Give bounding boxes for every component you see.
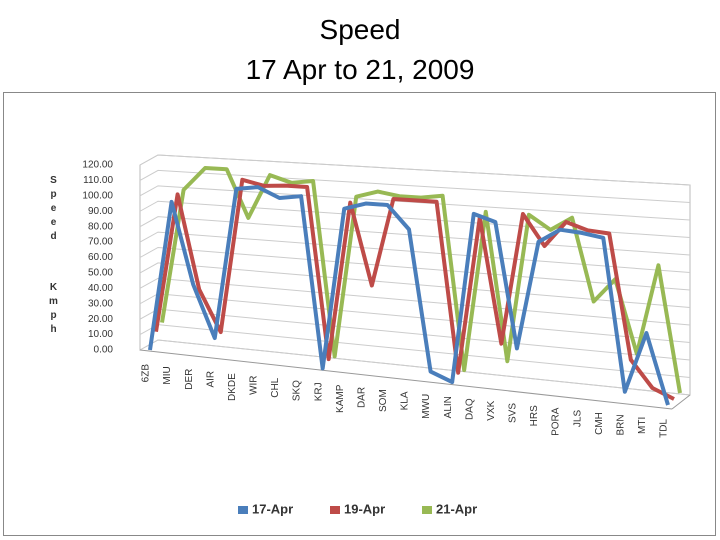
x-tick-label: HRS xyxy=(529,405,540,426)
y-tick-label: 50.00 xyxy=(88,268,113,279)
x-axis xyxy=(139,349,673,410)
chart-frame xyxy=(3,92,716,536)
x-tick-label: WIR xyxy=(249,375,260,394)
x-tick-label: VXK xyxy=(486,400,497,420)
grid-line xyxy=(139,185,691,221)
grid-line xyxy=(139,154,691,186)
x-tick-label: MWU xyxy=(421,394,432,419)
x-tick-label: KLA xyxy=(400,391,411,410)
floor-edge xyxy=(671,394,691,410)
grid-line xyxy=(139,169,691,203)
x-tick-label: CHL xyxy=(270,377,281,397)
x-tick-label: ALIN xyxy=(443,396,454,418)
x-tick-label: SVS xyxy=(508,403,519,423)
x-tick-label: MIU xyxy=(162,366,173,384)
grid-line xyxy=(139,200,691,238)
y-tick-label: 100.00 xyxy=(82,190,113,201)
grid-line xyxy=(139,339,691,396)
x-tick-label: TDL xyxy=(659,419,670,438)
x-tick-label: BRN xyxy=(615,414,626,435)
legend-swatch xyxy=(330,506,340,514)
y-tick-label: 60.00 xyxy=(88,252,113,263)
series-line xyxy=(148,185,670,406)
grid-line xyxy=(139,262,691,308)
y-tick-label: 0.00 xyxy=(94,345,114,356)
y-tick-label: 90.00 xyxy=(88,206,113,217)
x-tick-label: MTI xyxy=(637,417,648,434)
x-tick-label: DAR xyxy=(356,387,367,408)
y-tick-label: 70.00 xyxy=(88,237,113,248)
chart-subtitle: 17 Apr to 21, 2009 xyxy=(245,54,475,85)
y-axis-label: Kmph xyxy=(48,282,59,338)
legend-swatch xyxy=(422,506,432,514)
x-tick-label: JLS xyxy=(572,410,583,428)
x-tick-label: KAMP xyxy=(335,384,346,413)
x-tick-label: SKQ xyxy=(292,380,303,401)
legend-swatch xyxy=(238,506,248,514)
series-line xyxy=(160,165,682,394)
legend-label: 17-Apr xyxy=(252,501,293,516)
chart-title: Speed xyxy=(319,14,401,45)
x-tick-label: DAQ xyxy=(464,398,475,420)
series-line xyxy=(154,177,675,401)
x-tick-label: CMH xyxy=(594,412,605,435)
grid-line xyxy=(139,216,691,256)
grid-line xyxy=(139,231,691,273)
y-tick-label: 110.00 xyxy=(83,175,113,186)
y-tick-label: 20.00 xyxy=(88,314,113,325)
x-tick-label: AIR xyxy=(205,371,216,388)
y-axis-label: Speed xyxy=(48,175,59,245)
grid-line xyxy=(139,277,691,326)
legend-label: 21-Apr xyxy=(436,501,477,516)
x-tick-label: 6ZB xyxy=(141,364,152,383)
y-tick-label: 120.00 xyxy=(82,160,113,171)
x-tick-label: DER xyxy=(184,369,195,390)
x-tick-label: PORA xyxy=(551,407,562,436)
x-tick-label: KRJ xyxy=(313,382,324,401)
y-tick-label: 40.00 xyxy=(88,283,113,294)
legend-label: 19-Apr xyxy=(344,501,385,516)
x-tick-label: DKDE xyxy=(227,373,238,401)
y-tick-label: 10.00 xyxy=(88,329,113,340)
x-tick-label: SOM xyxy=(378,389,389,412)
y-tick-label: 80.00 xyxy=(88,221,113,232)
y-tick-label: 30.00 xyxy=(88,298,113,309)
